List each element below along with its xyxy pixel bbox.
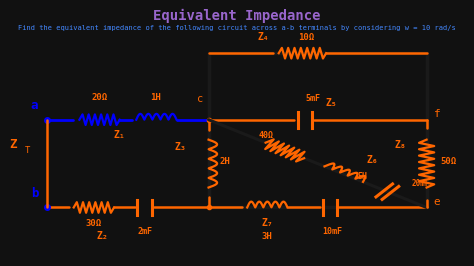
Text: 20Ω: 20Ω xyxy=(91,93,108,102)
Text: 10mF: 10mF xyxy=(322,227,342,236)
Text: b: b xyxy=(31,187,38,200)
Text: Z₈: Z₈ xyxy=(395,140,406,150)
Text: a: a xyxy=(31,99,38,112)
Text: Z₂: Z₂ xyxy=(96,231,108,242)
Text: Z₄: Z₄ xyxy=(257,32,269,42)
Text: 2mF: 2mF xyxy=(137,227,152,236)
Text: Z₇: Z₇ xyxy=(262,218,273,228)
Text: 1H: 1H xyxy=(150,93,161,102)
Text: 40Ω: 40Ω xyxy=(258,131,273,140)
Text: c: c xyxy=(197,94,203,105)
Text: 50Ω: 50Ω xyxy=(440,157,456,166)
Text: e: e xyxy=(434,197,440,207)
Text: Equivalent Impedance: Equivalent Impedance xyxy=(153,9,321,23)
Text: 2H: 2H xyxy=(220,157,230,166)
Text: 5mF: 5mF xyxy=(305,94,320,103)
Text: Z₃: Z₃ xyxy=(174,142,186,152)
Text: Z₅: Z₅ xyxy=(326,98,337,109)
Text: Find the equivalent impedance of the following circuit across a-b terminals by c: Find the equivalent impedance of the fol… xyxy=(18,25,456,31)
Text: 20mF: 20mF xyxy=(411,179,430,188)
Text: T: T xyxy=(25,146,30,155)
Text: Z₁: Z₁ xyxy=(114,130,125,140)
Text: 3H: 3H xyxy=(262,232,273,242)
Text: Z: Z xyxy=(9,138,17,151)
Text: Z₆: Z₆ xyxy=(366,156,378,165)
Text: f: f xyxy=(434,109,440,119)
Text: 10Ω: 10Ω xyxy=(298,33,314,42)
Text: 5H: 5H xyxy=(358,172,368,181)
Text: 30Ω: 30Ω xyxy=(86,219,102,228)
